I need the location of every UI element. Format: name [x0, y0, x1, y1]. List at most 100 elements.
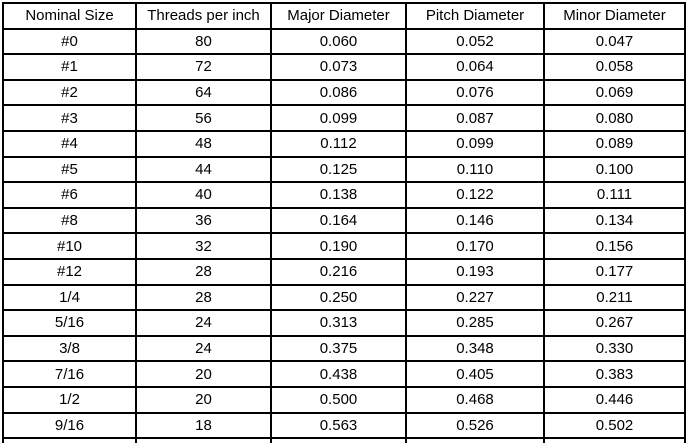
table-cell: 0.060: [270, 27, 407, 56]
table-cell: 0.446: [543, 385, 686, 414]
table-row: 9/16 18 0.563 0.526 0.502: [2, 411, 686, 440]
table-cell: 0.330: [543, 334, 686, 363]
table-cell: [543, 437, 686, 443]
table-cell: 0.047: [543, 27, 686, 56]
table-cell: 0.138: [270, 181, 407, 209]
table-cell: 0.058: [543, 53, 686, 81]
table-cell: [405, 437, 545, 443]
table-cell: 0.156: [543, 232, 686, 260]
table-row: #4 48 0.112 0.099 0.089: [2, 129, 686, 158]
table-cell: 0.099: [270, 104, 407, 132]
column-header: Threads per inch: [135, 2, 272, 30]
table-row: 7/16 20 0.438 0.405 0.383: [2, 360, 686, 388]
table-cell: 0.526: [405, 411, 545, 440]
table-cell: 20: [135, 385, 272, 414]
table-cell: 0.177: [543, 257, 686, 286]
table-row: #6 40 0.138 0.122 0.111: [2, 181, 686, 209]
table-cell: 72: [135, 53, 272, 81]
column-header: Pitch Diameter: [405, 2, 545, 30]
table-row: #10 32 0.190 0.170 0.156: [2, 232, 686, 260]
table-cell: 0.348: [405, 334, 545, 363]
table-cell: #2: [2, 78, 137, 107]
table-cell: 0.164: [270, 206, 407, 235]
column-header: Minor Diameter: [543, 2, 686, 30]
table-cell: [270, 437, 407, 443]
table-cell: 0.500: [270, 385, 407, 414]
table-cell: 0.313: [270, 309, 407, 337]
table-cell: #12: [2, 257, 137, 286]
table-cell: 28: [135, 257, 272, 286]
table-cell: #10: [2, 232, 137, 260]
table-row: 1/4 28 0.250 0.227 0.211: [2, 283, 686, 312]
table-row: 1/2 20 0.500 0.468 0.446: [2, 385, 686, 414]
table-cell: [2, 437, 137, 443]
table-cell: 0.052: [405, 27, 545, 56]
table-cell: 20: [135, 360, 272, 388]
table-cell: 0.146: [405, 206, 545, 235]
table-row: #2 64 0.086 0.076 0.069: [2, 78, 686, 107]
table-cell: 0.089: [543, 129, 686, 158]
header-row: Nominal Size Threads per inch Major Diamet…: [2, 2, 686, 30]
table-cell: #5: [2, 155, 137, 184]
table-cell: 3/8: [2, 334, 137, 363]
table-cell: 0.110: [405, 155, 545, 184]
table-cell: 0.227: [405, 283, 545, 312]
table-cell: 0.100: [543, 155, 686, 184]
table-cell: 0.125: [270, 155, 407, 184]
table-cell: 0.375: [270, 334, 407, 363]
column-header: Major Diameter: [270, 2, 407, 30]
table-cell: 0.216: [270, 257, 407, 286]
table-row: #5 44 0.125 0.110 0.100: [2, 155, 686, 184]
table-cell: 44: [135, 155, 272, 184]
table-cell: 1/2: [2, 385, 137, 414]
table-cell: 0.468: [405, 385, 545, 414]
table-cell: 80: [135, 27, 272, 56]
table-cell: 0.250: [270, 283, 407, 312]
table-cell: 0.193: [405, 257, 545, 286]
table-cell: 5/16: [2, 309, 137, 337]
table-cell: 40: [135, 181, 272, 209]
table-cell: 0.099: [405, 129, 545, 158]
table-cell: 0.111: [543, 181, 686, 209]
table-row: 5/16 24 0.313 0.285 0.267: [2, 309, 686, 337]
table-cell: 7/16: [2, 360, 137, 388]
table-cell: 18: [135, 411, 272, 440]
table-cell: 0.122: [405, 181, 545, 209]
table-cell: 0.267: [543, 309, 686, 337]
table-row: 3/8 24 0.375 0.348 0.330: [2, 334, 686, 363]
table-cell: 0.087: [405, 104, 545, 132]
table-cell: 0.134: [543, 206, 686, 235]
table-cell: 0.383: [543, 360, 686, 388]
table-cell: #0: [2, 27, 137, 56]
table-cell: 0.502: [543, 411, 686, 440]
table-cell: 0.285: [405, 309, 545, 337]
table-row: #12 28 0.216 0.193 0.177: [2, 257, 686, 286]
table-cell: 0.405: [405, 360, 545, 388]
table-row: #8 36 0.164 0.146 0.134: [2, 206, 686, 235]
table-cell: 0.438: [270, 360, 407, 388]
table-cell: 0.112: [270, 129, 407, 158]
table-cell: 56: [135, 104, 272, 132]
table-cell: 32: [135, 232, 272, 260]
table-cell: #4: [2, 129, 137, 158]
table-cell: 0.563: [270, 411, 407, 440]
table-cell: 1/4: [2, 283, 137, 312]
table-cell: #3: [2, 104, 137, 132]
table-cell: 0.064: [405, 53, 545, 81]
table-cell: 0.073: [270, 53, 407, 81]
table-cell: 9/16: [2, 411, 137, 440]
table-cell: 0.080: [543, 104, 686, 132]
table-row: #0 80 0.060 0.052 0.047: [2, 27, 686, 56]
table-cell: 28: [135, 283, 272, 312]
table-row: #1 72 0.073 0.064 0.058: [2, 53, 686, 81]
table-cell: [135, 437, 272, 443]
table-cell: 0.069: [543, 78, 686, 107]
table-cell: #1: [2, 53, 137, 81]
table-cell: 0.211: [543, 283, 686, 312]
table-cell: 24: [135, 309, 272, 337]
partial-cutoff-row: [2, 437, 686, 443]
table-cell: 64: [135, 78, 272, 107]
table-row: #3 56 0.099 0.087 0.080: [2, 104, 686, 132]
